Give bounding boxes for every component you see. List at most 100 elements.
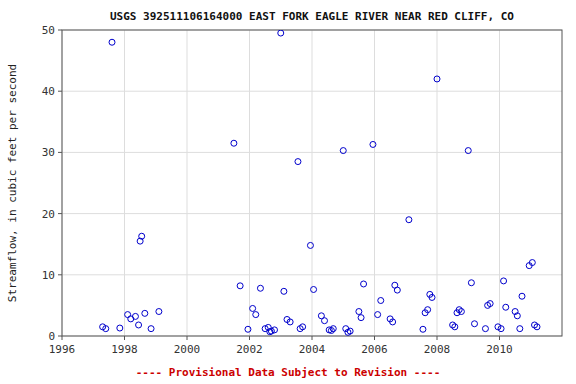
y-axis-label: Streamflow, in cubic feet per second bbox=[6, 64, 19, 302]
plot-frame bbox=[62, 30, 562, 336]
point bbox=[231, 140, 237, 146]
point bbox=[103, 326, 109, 332]
point bbox=[429, 294, 435, 300]
point bbox=[281, 288, 287, 294]
point bbox=[253, 312, 259, 318]
y-tick bbox=[58, 213, 62, 214]
point bbox=[136, 322, 142, 328]
x-tick bbox=[374, 336, 375, 340]
point bbox=[487, 301, 493, 307]
point bbox=[452, 324, 458, 330]
point bbox=[272, 327, 278, 333]
point bbox=[245, 326, 251, 332]
x-grid-line bbox=[499, 30, 500, 336]
point bbox=[237, 283, 243, 289]
y-grid-line bbox=[62, 152, 562, 153]
point bbox=[139, 233, 145, 239]
x-tick bbox=[62, 336, 63, 340]
annotation: ---- Provisional Data Subject to Revisio… bbox=[136, 366, 441, 379]
y-tick bbox=[58, 91, 62, 92]
point bbox=[358, 315, 364, 321]
point bbox=[109, 39, 115, 45]
x-tick bbox=[499, 336, 500, 340]
point bbox=[458, 309, 464, 315]
point bbox=[420, 326, 426, 332]
point bbox=[472, 321, 478, 327]
x-tick-label: 2002 bbox=[236, 343, 263, 356]
x-tick-label: 2010 bbox=[486, 343, 513, 356]
point bbox=[322, 318, 328, 324]
y-tick bbox=[58, 336, 62, 337]
background bbox=[0, 0, 576, 384]
y-tick bbox=[58, 30, 62, 31]
x-grid-line bbox=[249, 30, 250, 336]
x-tick-label: 1996 bbox=[49, 343, 76, 356]
y-tick bbox=[58, 274, 62, 275]
point bbox=[278, 30, 284, 36]
point bbox=[125, 312, 131, 318]
point bbox=[378, 298, 384, 304]
y-tick-label: 40 bbox=[42, 85, 55, 98]
y-grid-line bbox=[62, 274, 562, 275]
x-tick-label: 2000 bbox=[174, 343, 201, 356]
x-grid-line bbox=[374, 30, 375, 336]
point bbox=[287, 319, 293, 325]
x-tick-label: 2008 bbox=[424, 343, 451, 356]
y-grid-line bbox=[62, 91, 562, 92]
point bbox=[300, 324, 306, 330]
point bbox=[132, 313, 138, 319]
point bbox=[117, 325, 123, 331]
point bbox=[482, 326, 488, 332]
point bbox=[529, 260, 535, 266]
y-tick-label: 50 bbox=[42, 24, 55, 37]
y-tick-label: 20 bbox=[42, 208, 55, 221]
point bbox=[347, 328, 353, 334]
point bbox=[311, 286, 317, 292]
x-tick-label: 2004 bbox=[299, 343, 326, 356]
x-tick bbox=[187, 336, 188, 340]
axes: 1996 1998 2000 2002 2004 2006 2008 2010 0 10 20 30 4… bbox=[42, 24, 513, 356]
point bbox=[307, 242, 313, 248]
point bbox=[295, 159, 301, 165]
point bbox=[394, 287, 400, 293]
y-tick-label: 30 bbox=[42, 146, 55, 159]
y-tick bbox=[58, 152, 62, 153]
point bbox=[148, 326, 154, 332]
point bbox=[340, 148, 346, 154]
x-tick-label: 2006 bbox=[361, 343, 388, 356]
point bbox=[257, 285, 263, 291]
x-tick-label: 1998 bbox=[111, 343, 138, 356]
chart: 1996 1998 2000 2002 2004 2006 2008 2010 0 10 20 30 4… bbox=[0, 0, 576, 384]
point bbox=[434, 76, 440, 82]
point bbox=[498, 326, 504, 332]
point bbox=[330, 326, 336, 332]
points bbox=[100, 30, 540, 335]
point bbox=[519, 293, 525, 299]
point bbox=[390, 319, 396, 325]
x-tick bbox=[124, 336, 125, 340]
point bbox=[468, 280, 474, 286]
point bbox=[501, 278, 507, 284]
x-tick bbox=[312, 336, 313, 340]
point bbox=[156, 309, 162, 315]
point bbox=[356, 309, 362, 315]
point bbox=[534, 324, 540, 330]
x-grid-line bbox=[124, 30, 125, 336]
point bbox=[375, 312, 381, 318]
x-grid-line bbox=[312, 30, 313, 336]
point bbox=[425, 307, 431, 313]
x-grid-line bbox=[187, 30, 188, 336]
y-tick-label: 10 bbox=[42, 269, 55, 282]
y-grid-line bbox=[62, 213, 562, 214]
x-tick bbox=[437, 336, 438, 340]
y-tick-label: 0 bbox=[48, 330, 55, 343]
title: USGS 392511106164000 EAST FORK EAGLE RIV… bbox=[110, 10, 514, 23]
point bbox=[142, 310, 148, 316]
point bbox=[503, 304, 509, 310]
point bbox=[250, 305, 256, 311]
point bbox=[465, 148, 471, 154]
point bbox=[517, 326, 523, 332]
point bbox=[406, 217, 412, 223]
point bbox=[361, 281, 367, 287]
point bbox=[514, 313, 520, 319]
